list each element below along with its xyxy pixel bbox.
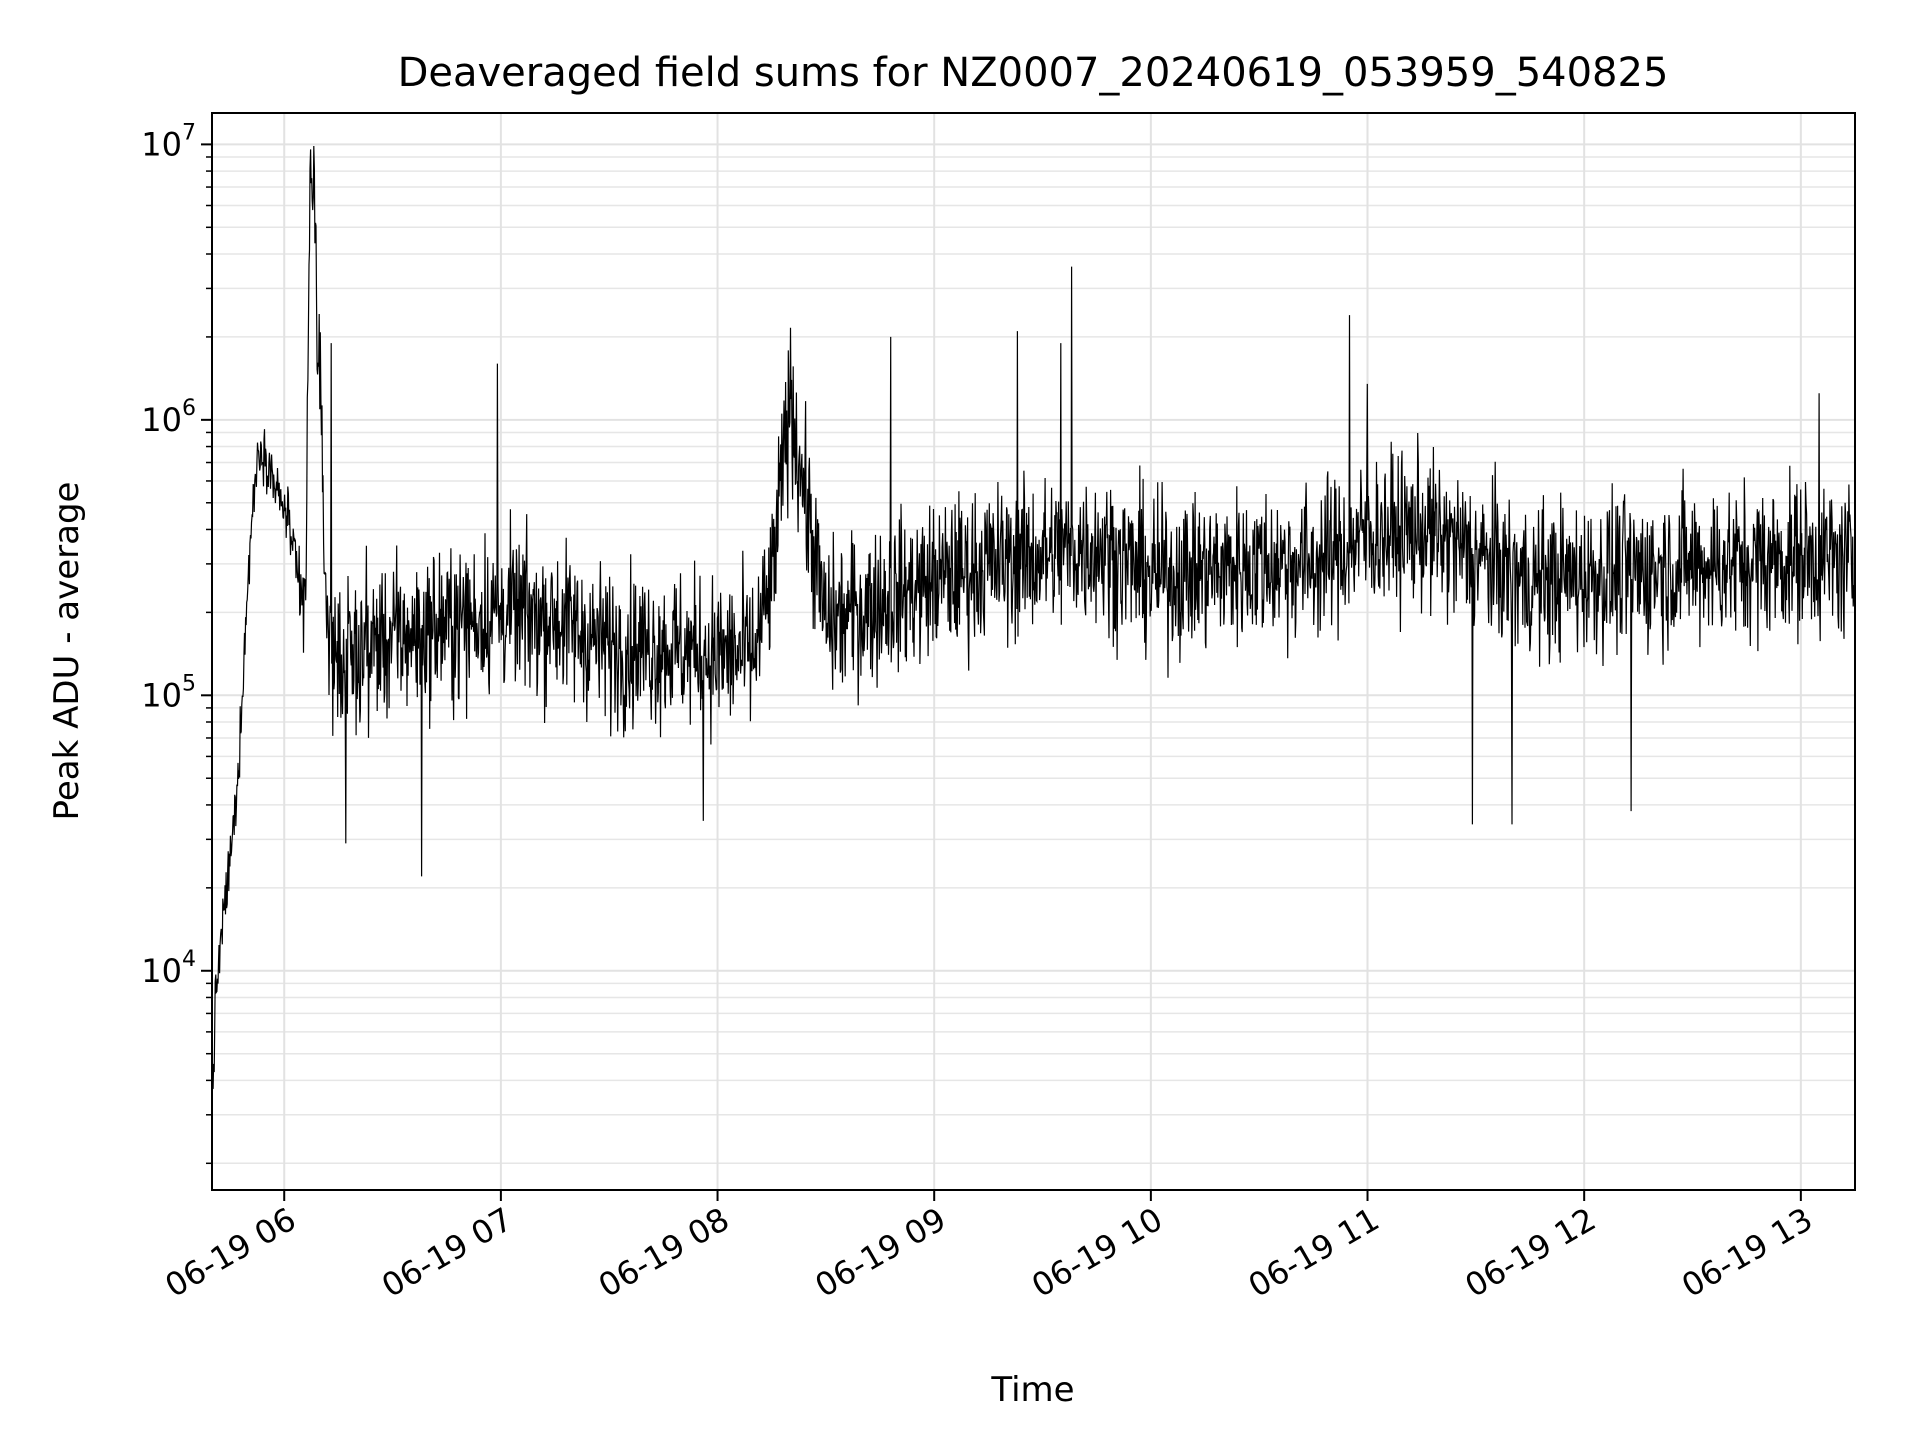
minor-gridlines — [212, 156, 1855, 1165]
y-axis-label: Peak ADU - average — [47, 482, 87, 821]
y-tick-label: 105 — [141, 671, 196, 714]
x-axis-label: Time — [990, 1370, 1074, 1410]
chart-title: Deaveraged field sums for NZ0007_2024061… — [398, 50, 1669, 96]
plot-frame — [211, 112, 1856, 1191]
series-line — [211, 145, 1856, 1106]
y-axis-ticks: 104 105 106 107 — [141, 120, 212, 1165]
y-tick-label: 104 — [141, 947, 196, 990]
y-tick-label: 107 — [141, 120, 196, 163]
major-gridlines — [212, 113, 1855, 1190]
y-tick-label: 106 — [141, 396, 196, 439]
